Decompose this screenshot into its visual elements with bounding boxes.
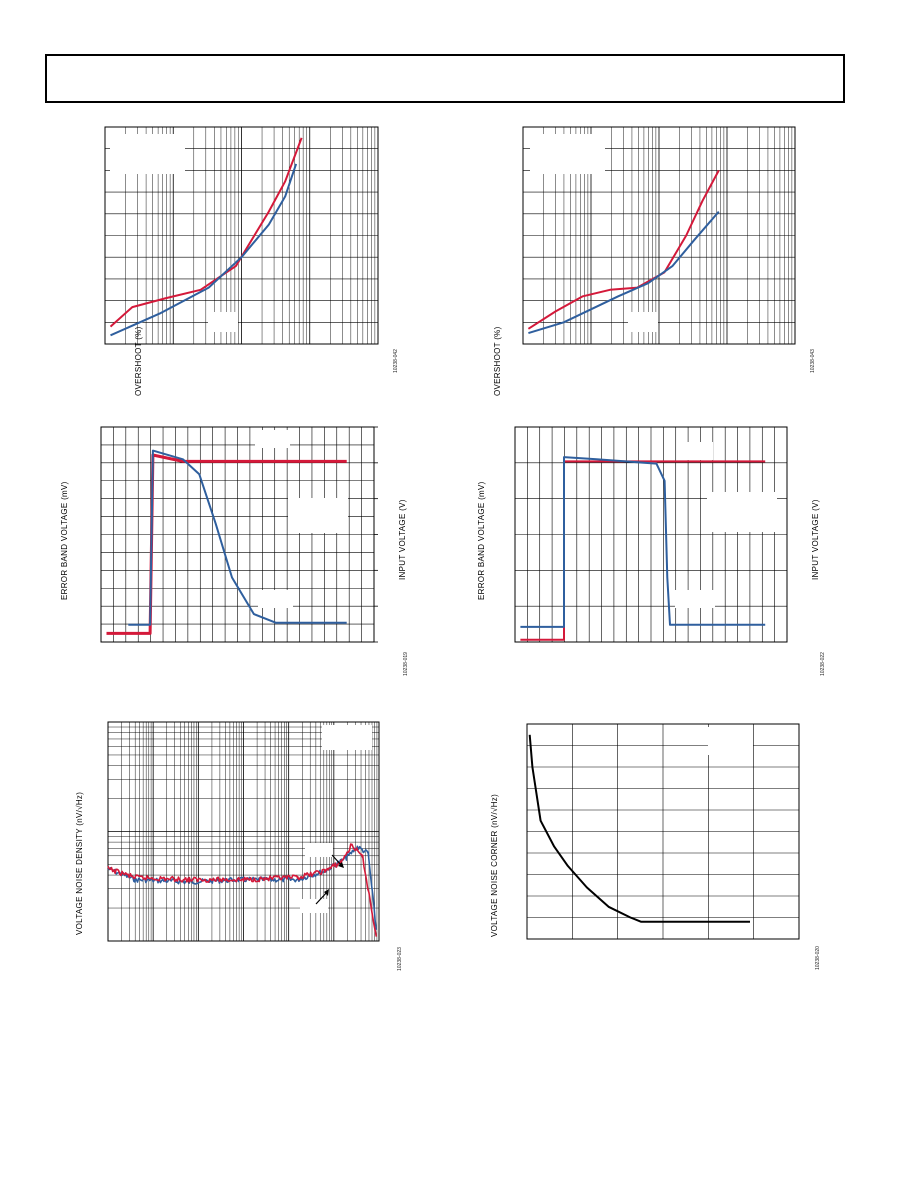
chart-overshoot-left — [104, 126, 379, 345]
y2-axis-label: INPUT VOLTAGE (V) — [811, 499, 820, 580]
figure-id: 10238-022 — [820, 652, 826, 676]
annotation-box — [110, 134, 185, 174]
y-axis-label: ERROR BAND VOLTAGE (mV) — [60, 481, 69, 600]
figure-id: 10238-023 — [397, 947, 403, 971]
annotation-box — [628, 312, 658, 332]
y2-axis-label: INPUT VOLTAGE (V) — [398, 499, 407, 580]
y-axis-label: OVERSHOOT (%) — [493, 326, 502, 396]
chart-noise-corner — [526, 723, 800, 940]
annotation-box — [288, 498, 348, 533]
y-axis-label: VOLTAGE NOISE DENSITY (nV/√Hz) — [75, 791, 84, 935]
annotation-box — [707, 492, 777, 532]
annotation-box — [305, 843, 333, 857]
figure-settling-left: ERROR BAND VOLTAGE (mV) INPUT VOLTAGE (V… — [60, 420, 420, 680]
annotation-box — [208, 312, 238, 332]
y-axis-label: OVERSHOOT (%) — [134, 326, 143, 396]
series-line-blue — [128, 449, 347, 626]
annotation-box — [258, 590, 293, 608]
y-axis-label: VOLTAGE NOISE CORNER (nV/√Hz) — [490, 793, 499, 937]
plot-frame — [100, 426, 375, 643]
series-line-red — [107, 843, 378, 937]
plot-frame — [526, 723, 800, 940]
annotation-box — [255, 430, 290, 448]
annotation-box — [530, 134, 605, 174]
annotation-box — [300, 899, 328, 913]
chart-settling-right — [514, 426, 788, 643]
series-line-blue — [528, 210, 720, 335]
figure-settling-right: ERROR BAND VOLTAGE (mV) INPUT VOLTAGE (V… — [475, 420, 835, 680]
annotation-box — [678, 442, 713, 460]
figure-overshoot-right: OVERSHOOT (%) 10238-043 — [480, 120, 840, 396]
plot-frame — [107, 721, 380, 942]
figure-id: 10238-019 — [403, 652, 409, 676]
figure-id: 10238-020 — [815, 946, 821, 970]
figure-overshoot-left: OVERSHOOT (%) 10238-042 — [60, 120, 420, 396]
annotation-box — [675, 590, 715, 608]
series-line-blue — [110, 163, 298, 337]
figure-id: 10238-042 — [393, 349, 399, 373]
chart-overshoot-right — [522, 126, 796, 345]
annotation-arrowhead — [338, 862, 344, 868]
series-line-red — [520, 460, 766, 641]
chart-settling-left — [100, 426, 378, 643]
series-line-black — [528, 734, 750, 923]
figure-noise-corner: VOLTAGE NOISE CORNER (nV/√Hz) 10238-020 — [480, 715, 840, 975]
annotation-box — [708, 727, 753, 755]
header-box — [45, 54, 845, 103]
plot-frame — [522, 126, 796, 345]
series-line-red — [106, 453, 347, 635]
figure-noise-density: VOLTAGE NOISE DENSITY (nV/√Hz) 10238-023 — [60, 715, 420, 975]
series-line-blue — [520, 456, 766, 628]
chart-noise-density — [107, 721, 380, 942]
annotation-arrowhead — [324, 889, 329, 896]
annotation-box — [322, 725, 372, 750]
figure-id: 10238-043 — [810, 349, 816, 373]
y-axis-label: ERROR BAND VOLTAGE (mV) — [477, 481, 486, 600]
plot-frame — [514, 426, 788, 643]
plot-frame — [104, 126, 379, 345]
